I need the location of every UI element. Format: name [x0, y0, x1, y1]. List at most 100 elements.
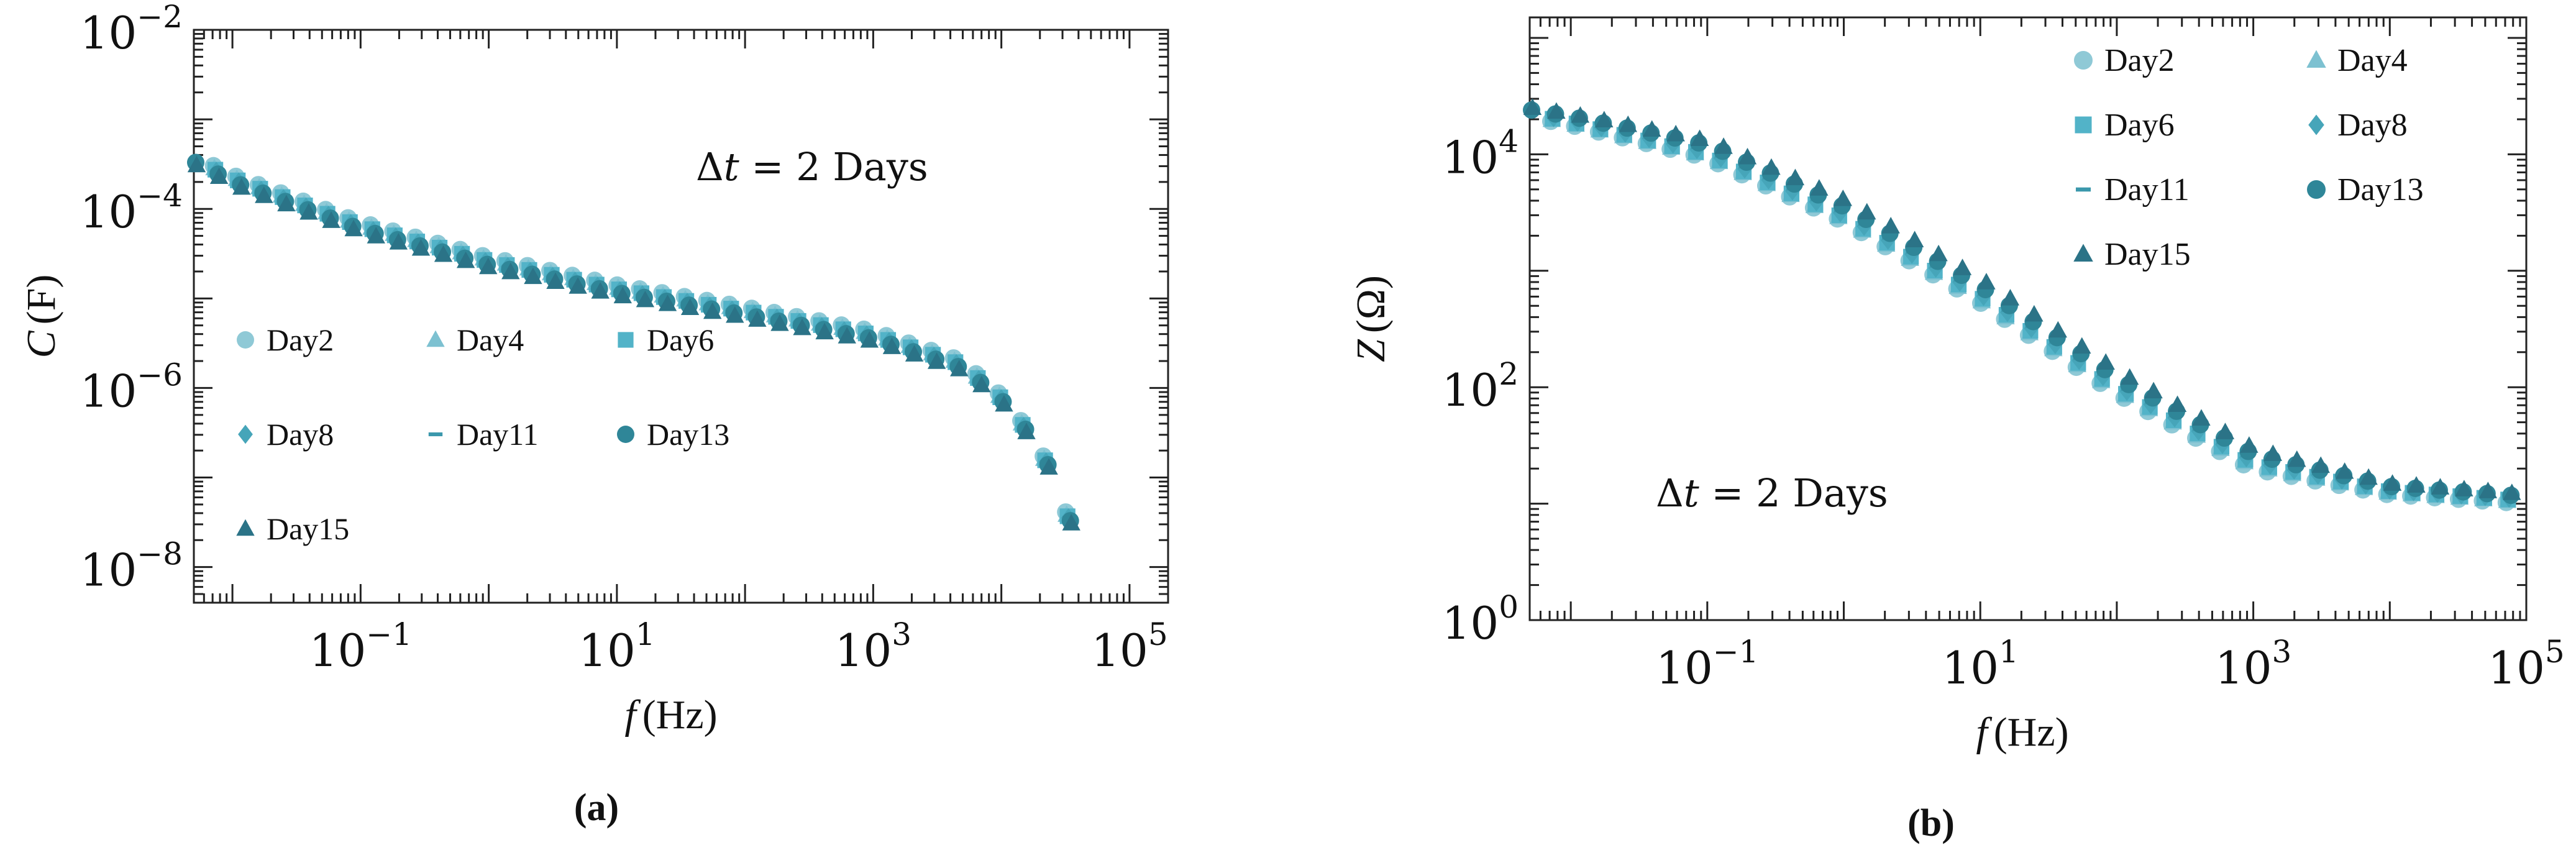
annotation-b: Δt = 2 Days	[1656, 470, 1888, 516]
data-points-b	[1523, 98, 2521, 511]
data-point	[2001, 288, 2020, 306]
data-point	[1762, 158, 1781, 175]
data-point	[793, 318, 811, 336]
data-point	[501, 262, 520, 280]
data-point	[299, 203, 318, 220]
data-point	[479, 257, 498, 275]
data-point	[1643, 120, 1661, 137]
x-axis-label-a: f (Hz)	[624, 692, 717, 738]
legend-label: Day15	[2104, 237, 2191, 272]
y-axis-label-a: C (F)	[19, 275, 64, 359]
data-point	[1619, 115, 1637, 132]
annotation-a-var: t	[724, 144, 739, 190]
data-point	[1523, 98, 1542, 116]
data-point	[703, 302, 722, 319]
y-axis-label-b: Z (Ω)	[1348, 275, 1394, 362]
plot-frame-a	[193, 29, 1169, 604]
data-point	[2168, 395, 2187, 413]
y-tick-label: 10−4	[80, 178, 183, 238]
data-point	[1977, 273, 1996, 290]
x-tick-label: 101	[578, 616, 655, 677]
data-point	[209, 167, 229, 185]
data-point	[344, 219, 363, 237]
legend-label: Day2	[2104, 43, 2175, 78]
data-point	[2407, 476, 2426, 493]
legend-a: Day2 Day4 Day6 Day8 Day11 Day13 Day15	[236, 322, 729, 546]
legend-marker	[618, 332, 634, 348]
x-tick-label: 10−1	[1656, 634, 1758, 694]
legend-marker	[2308, 114, 2324, 135]
legend-item-Day4: Day4	[2306, 43, 2408, 78]
plot-frame-b	[1528, 16, 2528, 621]
x-tick-label: 105	[2488, 634, 2564, 694]
data-point	[927, 352, 946, 369]
legend-label: Day2	[267, 322, 334, 357]
x-tick-label: 105	[1091, 616, 1167, 677]
legend-item-Day2: Day2	[2074, 43, 2175, 78]
data-point	[456, 251, 475, 268]
data-point	[2263, 444, 2283, 461]
data-point	[2216, 423, 2235, 439]
y-axis-label-b-unit: (Ω)	[1348, 275, 1394, 333]
data-point	[1690, 129, 1709, 146]
legend-marker	[617, 426, 634, 443]
legend-marker	[237, 331, 254, 349]
annotation-a: Δt = 2 Days	[696, 144, 928, 190]
data-point	[2288, 450, 2306, 467]
data-point	[2311, 456, 2330, 473]
y-axis-label-a-var: C	[19, 330, 64, 358]
data-point	[187, 155, 206, 173]
data-point	[2120, 368, 2139, 385]
legend-item-Day8: Day8	[2308, 107, 2408, 143]
axis-ticks-b	[1528, 17, 2528, 621]
data-point	[2073, 337, 2091, 354]
data-point	[569, 277, 587, 294]
data-point	[2478, 482, 2498, 498]
y-tick-label: 10−8	[80, 536, 183, 596]
panel-label-a: (a)	[574, 787, 619, 829]
data-point	[1834, 190, 1853, 206]
legend-item-Day2: Day2	[237, 322, 334, 357]
legend-marker	[2074, 51, 2093, 70]
legend-marker	[2307, 180, 2326, 199]
y-tick-labels-a: 10−8 10−6 10−4 10−2	[80, 0, 183, 596]
data-point	[2025, 304, 2044, 322]
chart-panel-a: 10−1 101 103 105 10−810−610−410−2 Day2 Day4 D…	[19, 0, 1169, 829]
data-point	[546, 272, 565, 289]
legend-label: Day13	[2337, 172, 2424, 208]
legend-item-Day6: Day6	[618, 322, 714, 357]
annotation-b-text: = 2 Days	[1699, 470, 1888, 516]
data-point	[2192, 409, 2211, 426]
svg-text:Z(Ω): Z (Ω)	[1348, 275, 1394, 362]
data-point	[972, 375, 991, 393]
legend-item-Day11: Day11	[2076, 172, 2190, 208]
legend-label: Day6	[2104, 107, 2175, 143]
axis-ticks-a	[193, 29, 1169, 604]
data-point	[748, 310, 767, 327]
data-point	[1039, 458, 1058, 475]
annotation-b-var: t	[1684, 470, 1699, 516]
data-point	[726, 306, 744, 323]
legend-marker	[426, 330, 445, 347]
data-point	[613, 286, 633, 304]
data-point	[2503, 483, 2521, 500]
legend-label: Day4	[2337, 43, 2408, 78]
legend-marker	[236, 519, 255, 536]
x-axis-label-b-unit: (Hz)	[1994, 710, 2069, 755]
series-Day15	[187, 155, 1080, 531]
x-tick-label: 101	[1942, 634, 2019, 694]
legend-marker	[2306, 50, 2326, 68]
legend-label: Day11	[457, 417, 538, 452]
data-point	[770, 314, 789, 331]
data-point	[882, 337, 902, 354]
data-point	[2048, 321, 2068, 338]
data-point	[2383, 474, 2402, 491]
annotation-b-symbol: Δ	[1656, 470, 1684, 516]
data-point	[1786, 168, 1805, 186]
data-point	[1062, 514, 1080, 531]
data-point	[1547, 102, 1566, 119]
legend-label: Day13	[647, 417, 729, 452]
data-point	[1858, 203, 1876, 220]
annotation-a-symbol: Δ	[696, 144, 724, 190]
data-point	[2096, 353, 2115, 370]
